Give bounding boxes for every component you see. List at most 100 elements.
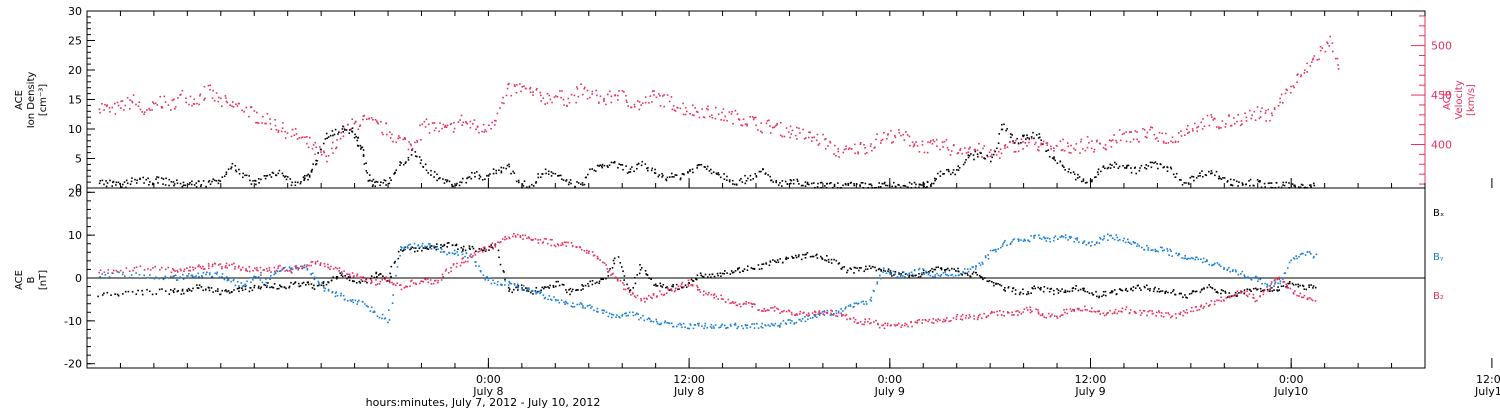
density-point <box>1054 159 1056 162</box>
field-point-by <box>829 314 832 316</box>
field-point-by <box>902 271 905 273</box>
velocity-point <box>959 149 961 151</box>
field-point-bx <box>670 289 672 291</box>
field-point-by <box>1290 259 1292 262</box>
velocity-point <box>1056 145 1058 147</box>
field-point-bz <box>371 281 373 284</box>
density-point <box>356 139 358 142</box>
velocity-point <box>956 152 959 155</box>
field-point-bx <box>613 262 616 265</box>
velocity-point <box>694 107 696 109</box>
density-point <box>996 147 998 150</box>
velocity-point <box>1068 151 1070 154</box>
density-tick-label: 30 <box>68 5 82 18</box>
density-point <box>747 177 749 180</box>
density-point <box>665 179 668 182</box>
field-point-bz <box>1013 314 1015 316</box>
density-point <box>264 177 267 180</box>
field-point-by <box>807 315 809 317</box>
field-point-by <box>926 271 929 274</box>
velocity-point <box>769 125 771 127</box>
field-point-by <box>784 322 787 324</box>
field-point-bz <box>504 238 506 241</box>
field-point-bz <box>1298 295 1300 297</box>
field-point-by <box>525 290 528 293</box>
field-point-bz <box>388 279 390 282</box>
field-point-by <box>1175 252 1177 255</box>
field-point-by <box>621 315 623 317</box>
density-point <box>1302 184 1304 186</box>
field-point-bx <box>1158 291 1161 293</box>
field-point-bz <box>968 314 971 316</box>
density-point <box>1023 134 1025 137</box>
field-point-by <box>1067 239 1069 241</box>
field-point-by <box>1030 235 1032 237</box>
density-point <box>646 167 648 170</box>
density-point <box>922 181 925 184</box>
field-point-bz <box>287 270 289 272</box>
density-point <box>820 181 823 184</box>
velocity-point <box>483 131 485 133</box>
velocity-point <box>1311 59 1314 61</box>
velocity-point <box>209 88 211 91</box>
field-point-by <box>1279 282 1282 285</box>
field-point-bz <box>845 313 848 316</box>
density-point <box>1063 166 1065 169</box>
field-point-bz <box>1310 298 1313 301</box>
density-point <box>990 160 992 163</box>
field-point-bx <box>217 288 219 290</box>
velocity-point <box>332 141 334 144</box>
field-point-bz <box>515 236 517 238</box>
field-point-bx <box>269 286 271 289</box>
field-point-bx <box>1004 290 1006 292</box>
field-point-bx <box>1214 288 1216 291</box>
field-point-by <box>457 254 459 256</box>
velocity-point <box>854 152 856 155</box>
velocity-point <box>672 105 675 107</box>
field-point-by <box>236 280 239 283</box>
field-point-bx <box>584 284 587 287</box>
field-point-bx <box>172 290 174 292</box>
field-point-by <box>1049 240 1052 243</box>
field-point-by <box>831 313 834 316</box>
field-point-by <box>720 324 723 327</box>
field-point-bz <box>1214 300 1216 303</box>
velocity-point <box>586 97 589 100</box>
field-point-bx <box>1125 287 1127 290</box>
field-point-bz <box>1270 281 1273 283</box>
density-point <box>515 180 518 183</box>
density-point <box>540 176 542 178</box>
velocity-point <box>894 136 897 139</box>
field-point-bz <box>665 292 668 294</box>
field-point-by <box>1054 235 1057 237</box>
field-point-bx <box>743 268 746 270</box>
field-point-bz <box>944 320 946 323</box>
field-point-bz <box>713 297 715 299</box>
velocity-point <box>484 129 486 131</box>
velocity-point <box>702 116 705 118</box>
density-point <box>1260 186 1263 189</box>
density-point <box>1078 176 1081 178</box>
field-point-bx <box>668 289 671 291</box>
field-point-bz <box>717 298 719 300</box>
density-point <box>111 185 113 187</box>
field-point-bx <box>777 261 780 263</box>
density-point <box>446 180 448 183</box>
field-point-by <box>830 313 833 316</box>
velocity-point <box>1063 149 1066 152</box>
field-point-by <box>301 265 304 268</box>
field-point-bz <box>341 271 343 273</box>
field-point-by <box>1161 249 1164 252</box>
field-point-bx <box>202 289 204 292</box>
field-point-bz <box>1146 314 1148 317</box>
field-point-by <box>1223 268 1225 270</box>
velocity-point <box>461 124 464 126</box>
field-point-bz <box>352 276 355 278</box>
velocity-point <box>1187 132 1189 134</box>
field-point-bx <box>726 272 728 274</box>
field-point-by <box>227 279 230 281</box>
field-point-by <box>376 315 379 317</box>
field-point-bx <box>1154 286 1156 289</box>
field-point-bz <box>385 280 388 282</box>
field-point-by <box>951 273 954 276</box>
